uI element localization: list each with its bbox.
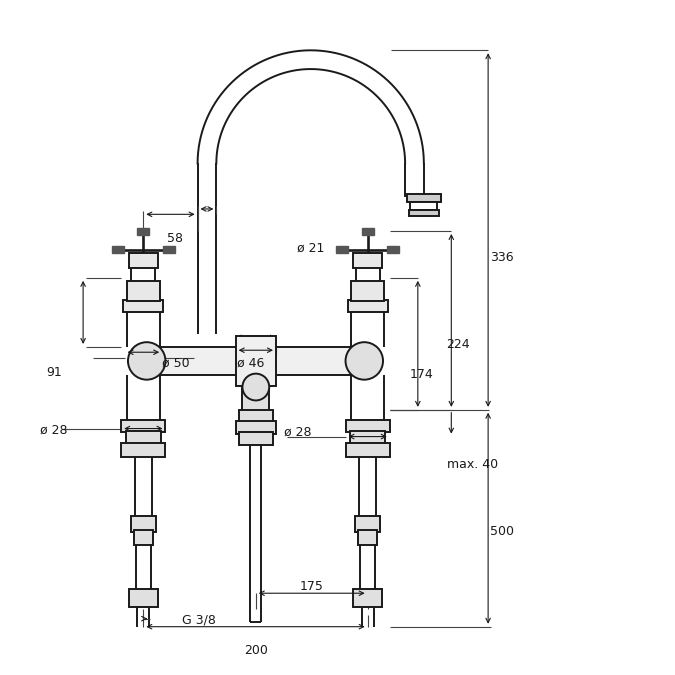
Bar: [129, 589, 158, 608]
Bar: [122, 443, 165, 457]
Text: ø 46: ø 46: [237, 356, 265, 369]
Bar: [351, 281, 384, 301]
Bar: [350, 431, 385, 446]
Text: 58: 58: [167, 232, 184, 245]
Text: 91: 91: [46, 366, 61, 379]
Bar: [124, 300, 163, 312]
Bar: [112, 246, 124, 253]
Bar: [358, 531, 377, 545]
Bar: [346, 443, 389, 457]
Text: 224: 224: [447, 338, 470, 351]
Bar: [353, 589, 382, 608]
Text: ø 28: ø 28: [40, 423, 67, 436]
Text: ø 50: ø 50: [162, 356, 190, 369]
Text: ø 28: ø 28: [284, 426, 311, 439]
Bar: [346, 420, 389, 432]
Text: 175: 175: [300, 580, 324, 593]
Bar: [353, 253, 382, 268]
Text: max. 40: max. 40: [447, 458, 497, 471]
Bar: [142, 347, 369, 375]
Bar: [122, 420, 165, 432]
Bar: [131, 516, 156, 532]
Bar: [129, 253, 158, 268]
Bar: [134, 531, 153, 545]
Bar: [387, 246, 399, 253]
Bar: [236, 421, 276, 434]
Bar: [127, 281, 160, 301]
Bar: [236, 336, 276, 386]
Bar: [239, 432, 273, 446]
Text: 336: 336: [490, 250, 514, 264]
Circle shape: [128, 342, 165, 379]
Bar: [410, 202, 437, 211]
Bar: [163, 246, 175, 253]
Text: G 3/8: G 3/8: [182, 614, 216, 626]
Circle shape: [346, 342, 383, 379]
Text: 500: 500: [490, 525, 514, 538]
Bar: [409, 210, 439, 215]
Circle shape: [242, 374, 269, 400]
Text: 174: 174: [410, 368, 433, 381]
Bar: [126, 431, 161, 446]
Bar: [137, 228, 149, 235]
Bar: [239, 410, 273, 423]
Bar: [407, 194, 441, 202]
Bar: [348, 300, 387, 312]
Bar: [242, 386, 269, 412]
Text: ø 21: ø 21: [297, 242, 325, 255]
Bar: [355, 516, 380, 532]
Bar: [362, 228, 374, 235]
Text: 200: 200: [244, 644, 268, 657]
Bar: [336, 246, 348, 253]
